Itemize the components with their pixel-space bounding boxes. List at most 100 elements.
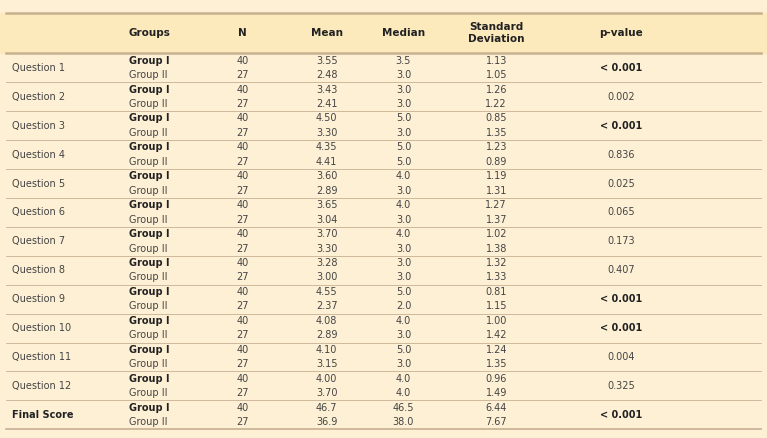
Text: 1.35: 1.35 [486,359,507,369]
Text: 3.0: 3.0 [396,99,411,109]
Text: 2.41: 2.41 [316,99,337,109]
Text: 2.37: 2.37 [316,301,337,311]
Text: 3.0: 3.0 [396,272,411,283]
Bar [0,13,767,53]
Text: Question 11: Question 11 [12,352,71,362]
Text: 40: 40 [236,287,249,297]
Text: 2.0: 2.0 [396,301,411,311]
Text: 0.002: 0.002 [607,92,635,102]
Text: 3.70: 3.70 [316,388,337,398]
Text: 5.0: 5.0 [396,142,411,152]
Text: 0.065: 0.065 [607,208,635,217]
Text: 3.0: 3.0 [396,186,411,196]
Text: 1.13: 1.13 [486,56,507,66]
Text: 1.00: 1.00 [486,316,507,326]
Text: Question 8: Question 8 [12,265,64,275]
Text: 4.35: 4.35 [316,142,337,152]
Text: 46.5: 46.5 [393,403,414,413]
Text: < 0.001: < 0.001 [600,63,643,73]
Text: 3.65: 3.65 [316,200,337,210]
Text: 3.30: 3.30 [316,128,337,138]
Text: 40: 40 [236,229,249,239]
Text: 5.0: 5.0 [396,345,411,355]
Text: Group II: Group II [129,388,167,398]
Text: 1.49: 1.49 [486,388,507,398]
Text: < 0.001: < 0.001 [600,323,643,333]
Text: Standard
Deviation: Standard Deviation [468,22,525,44]
Text: 4.0: 4.0 [396,171,411,181]
Text: 40: 40 [236,113,249,124]
Text: 1.35: 1.35 [486,128,507,138]
Text: 3.0: 3.0 [396,244,411,254]
Text: Question 4: Question 4 [12,150,64,159]
Text: 3.70: 3.70 [316,229,337,239]
Text: Group I: Group I [129,171,170,181]
Text: 3.28: 3.28 [316,258,337,268]
Text: 1.24: 1.24 [486,345,507,355]
Text: 27: 27 [236,99,249,109]
Text: Group I: Group I [129,345,170,355]
Text: 27: 27 [236,186,249,196]
Text: p-value: p-value [599,28,644,38]
Text: 3.43: 3.43 [316,85,337,95]
Text: N: N [238,28,247,38]
Text: Group I: Group I [129,200,170,210]
Text: 40: 40 [236,85,249,95]
Text: Question 2: Question 2 [12,92,64,102]
Text: 7.67: 7.67 [486,417,507,427]
Text: 3.0: 3.0 [396,258,411,268]
Text: Group I: Group I [129,85,170,95]
Text: Groups: Groups [129,28,171,38]
Text: 3.5: 3.5 [396,56,411,66]
Text: 4.0: 4.0 [396,229,411,239]
Text: 4.10: 4.10 [316,345,337,355]
Text: 4.00: 4.00 [316,374,337,384]
Text: 1.22: 1.22 [486,99,507,109]
Text: 40: 40 [236,142,249,152]
Text: Question 5: Question 5 [12,179,64,188]
Text: Group I: Group I [129,374,170,384]
Text: < 0.001: < 0.001 [600,410,643,420]
Text: Question 6: Question 6 [12,208,64,217]
Text: 27: 27 [236,70,249,80]
Text: 40: 40 [236,403,249,413]
Text: 5.0: 5.0 [396,113,411,124]
Text: Median: Median [382,28,425,38]
Text: 27: 27 [236,330,249,340]
Text: Final Score: Final Score [12,410,73,420]
Text: 3.55: 3.55 [316,56,337,66]
Text: 2.48: 2.48 [316,70,337,80]
Text: 0.004: 0.004 [607,352,635,362]
Text: 4.0: 4.0 [396,200,411,210]
Text: 4.08: 4.08 [316,316,337,326]
Text: 1.26: 1.26 [486,85,507,95]
Text: 4.0: 4.0 [396,316,411,326]
Text: 4.55: 4.55 [316,287,337,297]
Text: 3.0: 3.0 [396,215,411,225]
Text: Group II: Group II [129,244,167,254]
Text: 0.836: 0.836 [607,150,635,159]
Text: 0.025: 0.025 [607,179,635,188]
Text: Group I: Group I [129,56,170,66]
Text: 5.0: 5.0 [396,157,411,167]
Text: 3.60: 3.60 [316,171,337,181]
Text: Group II: Group II [129,359,167,369]
Text: Group II: Group II [129,272,167,283]
Text: Group II: Group II [129,70,167,80]
Text: 27: 27 [236,157,249,167]
Text: 3.0: 3.0 [396,330,411,340]
Text: Group II: Group II [129,301,167,311]
Text: 40: 40 [236,171,249,181]
Text: 27: 27 [236,301,249,311]
Text: 2.89: 2.89 [316,186,337,196]
Text: 0.173: 0.173 [607,237,635,246]
Text: 5.0: 5.0 [396,287,411,297]
Text: Question 10: Question 10 [12,323,71,333]
Text: 40: 40 [236,345,249,355]
Text: 1.23: 1.23 [486,142,507,152]
Text: Group II: Group II [129,99,167,109]
Text: Question 7: Question 7 [12,237,64,246]
Text: 4.0: 4.0 [396,374,411,384]
Text: 3.0: 3.0 [396,128,411,138]
Text: 40: 40 [236,258,249,268]
